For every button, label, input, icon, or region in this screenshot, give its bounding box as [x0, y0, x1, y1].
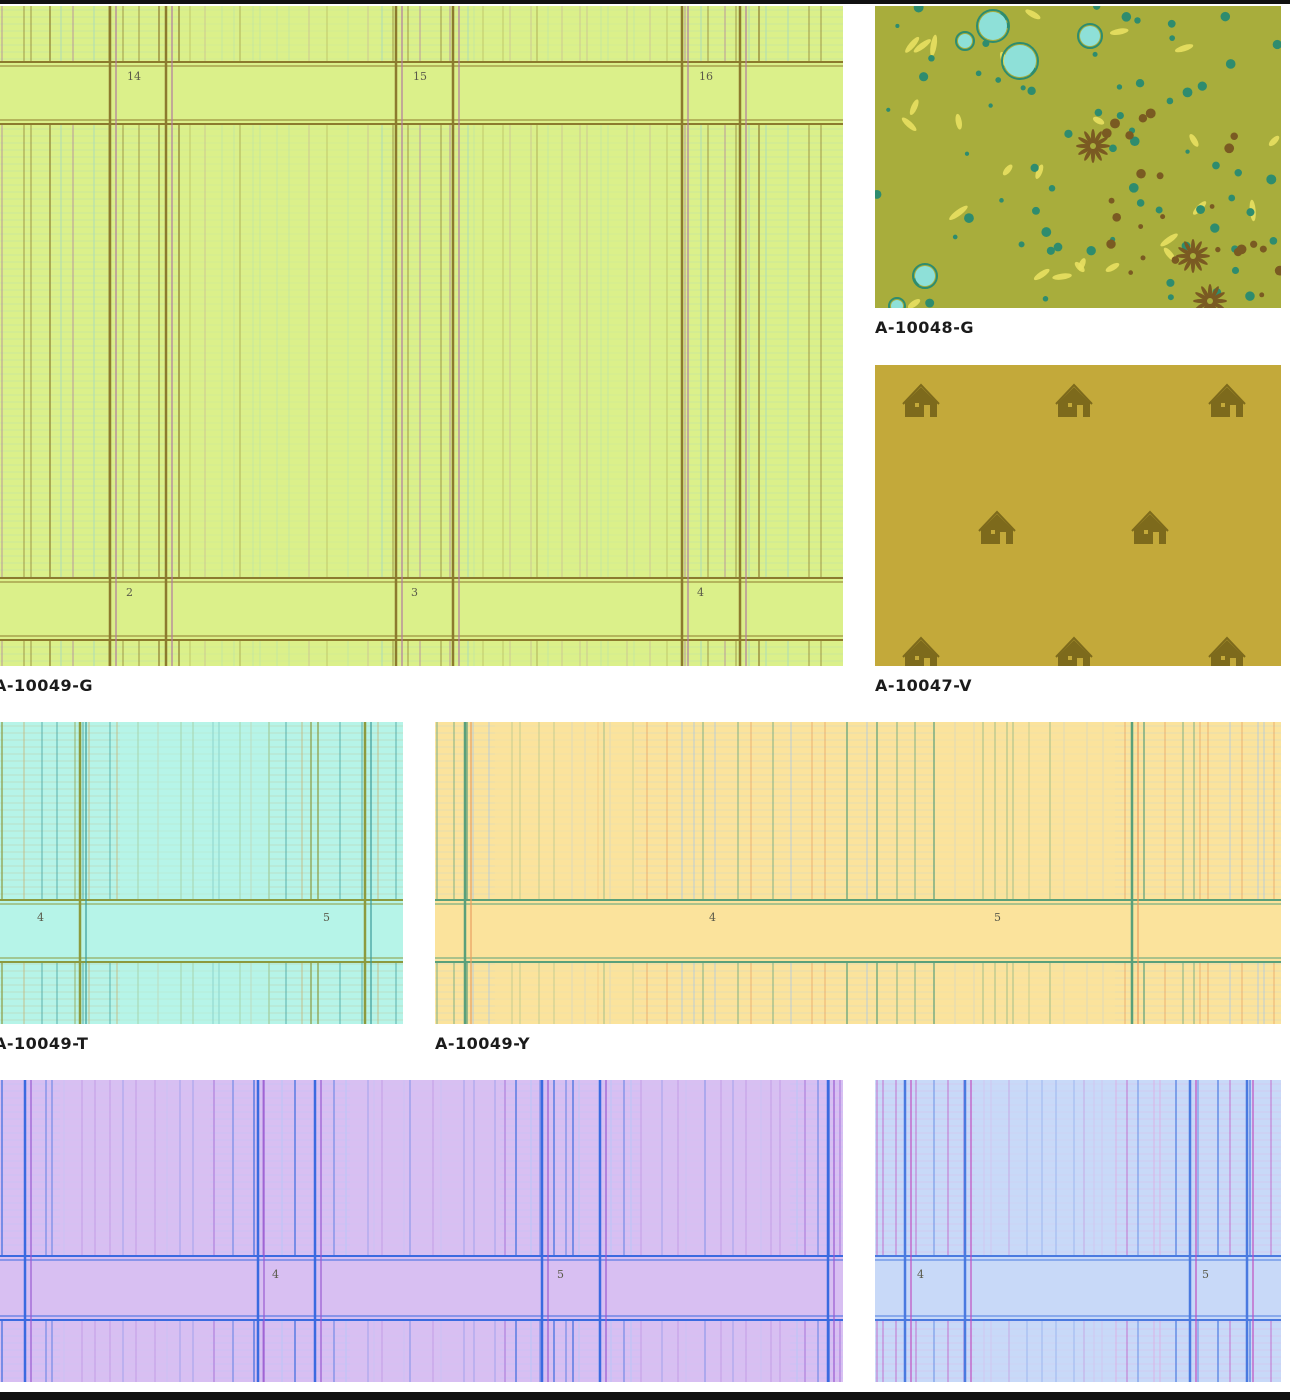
- swatch-a-10048-g[interactable]: [875, 6, 1281, 308]
- grid-number: 15: [413, 70, 427, 83]
- house-icon: [1208, 636, 1246, 666]
- house-icon: [902, 636, 940, 666]
- house-icon: [902, 383, 940, 417]
- grid-number: 3: [411, 586, 418, 599]
- swatch-label-a-10049-y: A-10049-Y: [435, 1034, 531, 1053]
- grid-number: 4: [917, 1268, 924, 1281]
- house-icon: [1208, 383, 1246, 417]
- swatch-label-a-10048-g: A-10048-G: [875, 318, 974, 337]
- grid-number: 4: [272, 1268, 279, 1281]
- swatch-label-a-10049-g: A-10049-G: [0, 676, 93, 695]
- swatch-a-10049-g[interactable]: 14 15 16 2 3 4: [0, 6, 843, 666]
- grid-number: 5: [1202, 1268, 1209, 1281]
- grid-number: 4: [697, 586, 704, 599]
- swatch-label-a-10047-v: A-10047-V: [875, 676, 973, 695]
- grid-number: 16: [699, 70, 713, 83]
- swatch-label-a-10049-t: A-10049-T: [0, 1034, 89, 1053]
- house-icon: [978, 510, 1016, 544]
- house-icon: [1131, 510, 1169, 544]
- grid-number: 5: [557, 1268, 564, 1281]
- grid-number: 5: [323, 911, 330, 924]
- grid-number: 4: [709, 911, 716, 924]
- top-border: [0, 0, 1290, 4]
- swatch-a-10047-v[interactable]: [875, 365, 1281, 666]
- house-icon: [1055, 636, 1093, 666]
- bottom-border: [0, 1392, 1290, 1400]
- grid-number: 5: [994, 911, 1001, 924]
- grid-number: 4: [37, 911, 44, 924]
- grid-number: 2: [126, 586, 133, 599]
- grid-number: 14: [127, 70, 141, 83]
- house-icon: [1055, 383, 1093, 417]
